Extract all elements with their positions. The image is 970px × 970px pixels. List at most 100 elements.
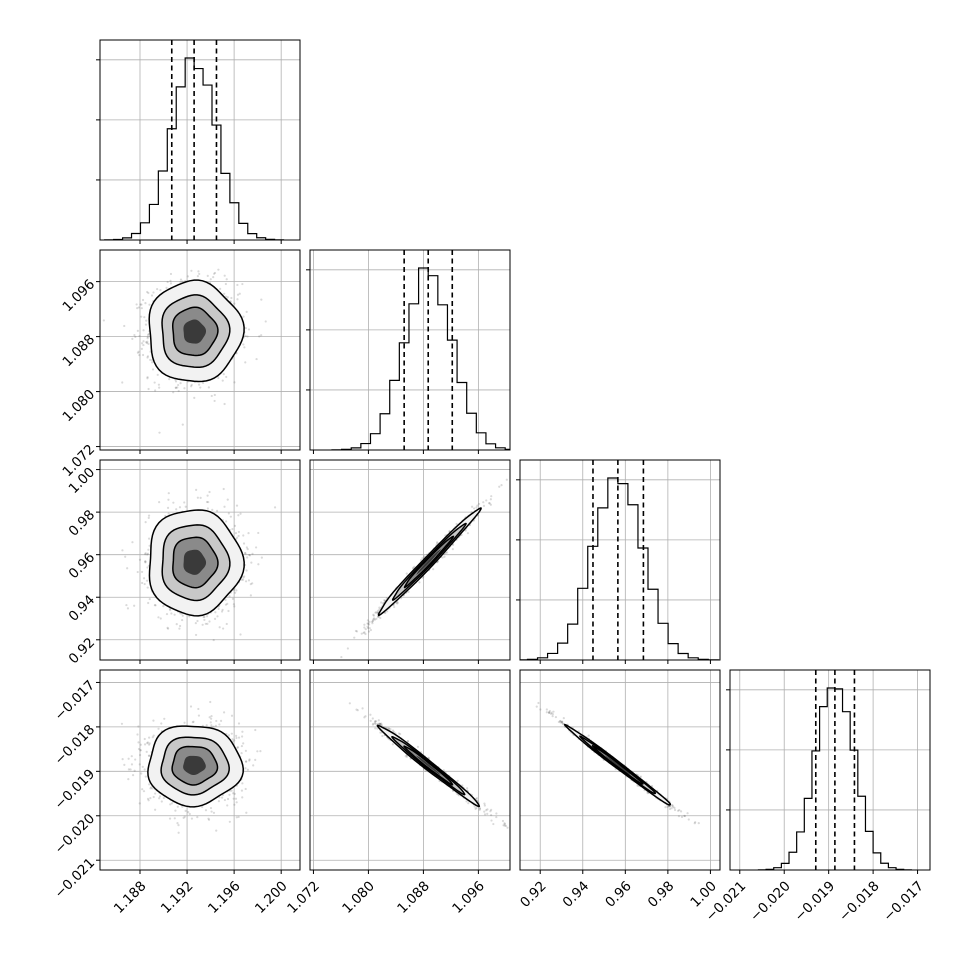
density-frame-0-1 bbox=[99, 249, 301, 451]
sample-point bbox=[206, 507, 209, 510]
sample-point bbox=[234, 797, 238, 800]
sample-point bbox=[224, 603, 228, 606]
sample-point bbox=[244, 580, 248, 583]
histogram-panel-1 bbox=[306, 249, 511, 454]
sample-point bbox=[236, 298, 239, 301]
sample-point bbox=[245, 310, 248, 313]
sample-point bbox=[146, 553, 149, 556]
sample-point bbox=[353, 636, 356, 639]
sample-point bbox=[257, 531, 260, 535]
sample-point bbox=[205, 615, 209, 618]
sample-point bbox=[240, 752, 243, 755]
sample-point bbox=[154, 808, 157, 811]
sample-point bbox=[145, 341, 149, 345]
sample-point bbox=[217, 799, 221, 803]
sample-point bbox=[168, 378, 171, 381]
histogram-frame-3 bbox=[729, 669, 931, 871]
sample-point bbox=[203, 615, 206, 619]
sample-point bbox=[147, 754, 151, 757]
sample-point bbox=[194, 633, 198, 637]
sample-point bbox=[159, 617, 162, 620]
sample-point bbox=[121, 549, 124, 552]
sample-point bbox=[196, 816, 199, 819]
density-fill-3 bbox=[416, 549, 441, 575]
sample-point bbox=[231, 738, 234, 741]
sample-point bbox=[260, 556, 263, 559]
sample-point bbox=[141, 581, 144, 585]
sample-point bbox=[363, 626, 366, 629]
sample-point bbox=[476, 504, 479, 507]
sample-point bbox=[451, 548, 454, 551]
sample-point bbox=[143, 582, 146, 586]
sample-point bbox=[366, 625, 369, 628]
sample-point bbox=[209, 700, 212, 704]
sample-point bbox=[237, 736, 241, 739]
sample-point bbox=[181, 618, 184, 622]
sample-point bbox=[223, 274, 226, 277]
sample-point bbox=[205, 500, 209, 504]
sample-point bbox=[173, 817, 176, 820]
sample-point bbox=[102, 319, 105, 322]
density-frame-1-2 bbox=[309, 459, 511, 661]
sample-point bbox=[213, 271, 217, 275]
density-panel-0-1 bbox=[96, 249, 301, 454]
sample-point bbox=[170, 802, 174, 805]
sample-point bbox=[179, 278, 183, 281]
sample-point bbox=[366, 626, 370, 630]
sample-point bbox=[207, 500, 210, 504]
sample-point bbox=[140, 315, 143, 318]
sample-point bbox=[418, 581, 421, 584]
sample-point bbox=[206, 622, 209, 625]
sample-point bbox=[451, 543, 455, 546]
sample-point bbox=[197, 714, 201, 717]
sample-point bbox=[221, 608, 224, 611]
sample-point bbox=[162, 605, 165, 608]
sample-point bbox=[213, 399, 216, 403]
sample-point bbox=[166, 627, 170, 630]
sample-point bbox=[242, 343, 245, 346]
sample-point bbox=[233, 524, 237, 527]
sample-point bbox=[146, 566, 149, 569]
sample-point bbox=[135, 303, 138, 306]
sample-point bbox=[145, 579, 149, 582]
sample-point bbox=[488, 502, 491, 505]
sample-point bbox=[146, 376, 149, 379]
sample-point bbox=[243, 575, 246, 578]
sample-point bbox=[176, 386, 179, 389]
sample-point bbox=[146, 336, 149, 340]
histogram-0 bbox=[104, 57, 285, 240]
sample-point bbox=[142, 329, 145, 332]
contour-1 bbox=[161, 294, 231, 369]
sample-point bbox=[140, 570, 144, 574]
sample-point bbox=[153, 604, 157, 607]
density-panel-1-2 bbox=[309, 459, 511, 664]
sample-point bbox=[230, 714, 234, 717]
sample-point bbox=[169, 279, 172, 283]
contour-1 bbox=[161, 524, 231, 602]
sample-point bbox=[500, 484, 503, 487]
sample-point bbox=[147, 799, 150, 802]
sample-point bbox=[237, 514, 240, 517]
sample-point bbox=[142, 577, 146, 580]
sample-point bbox=[226, 296, 229, 299]
sample-point bbox=[367, 622, 370, 625]
sample-point bbox=[248, 759, 251, 762]
sample-point bbox=[247, 579, 251, 582]
sample-point bbox=[170, 612, 173, 615]
sample-point bbox=[371, 620, 374, 623]
sample-point bbox=[367, 630, 371, 633]
sample-point bbox=[249, 583, 252, 586]
sample-point bbox=[441, 556, 444, 559]
sample-point bbox=[126, 607, 130, 610]
sample-point bbox=[239, 633, 242, 636]
sample-point bbox=[196, 275, 199, 278]
sample-point bbox=[133, 604, 136, 607]
sample-point bbox=[234, 591, 237, 594]
sample-point bbox=[157, 727, 160, 730]
sample-point bbox=[257, 563, 260, 566]
sample-point bbox=[144, 560, 147, 563]
sample-point bbox=[472, 507, 476, 510]
sample-point bbox=[246, 548, 249, 551]
sample-point bbox=[241, 578, 245, 581]
